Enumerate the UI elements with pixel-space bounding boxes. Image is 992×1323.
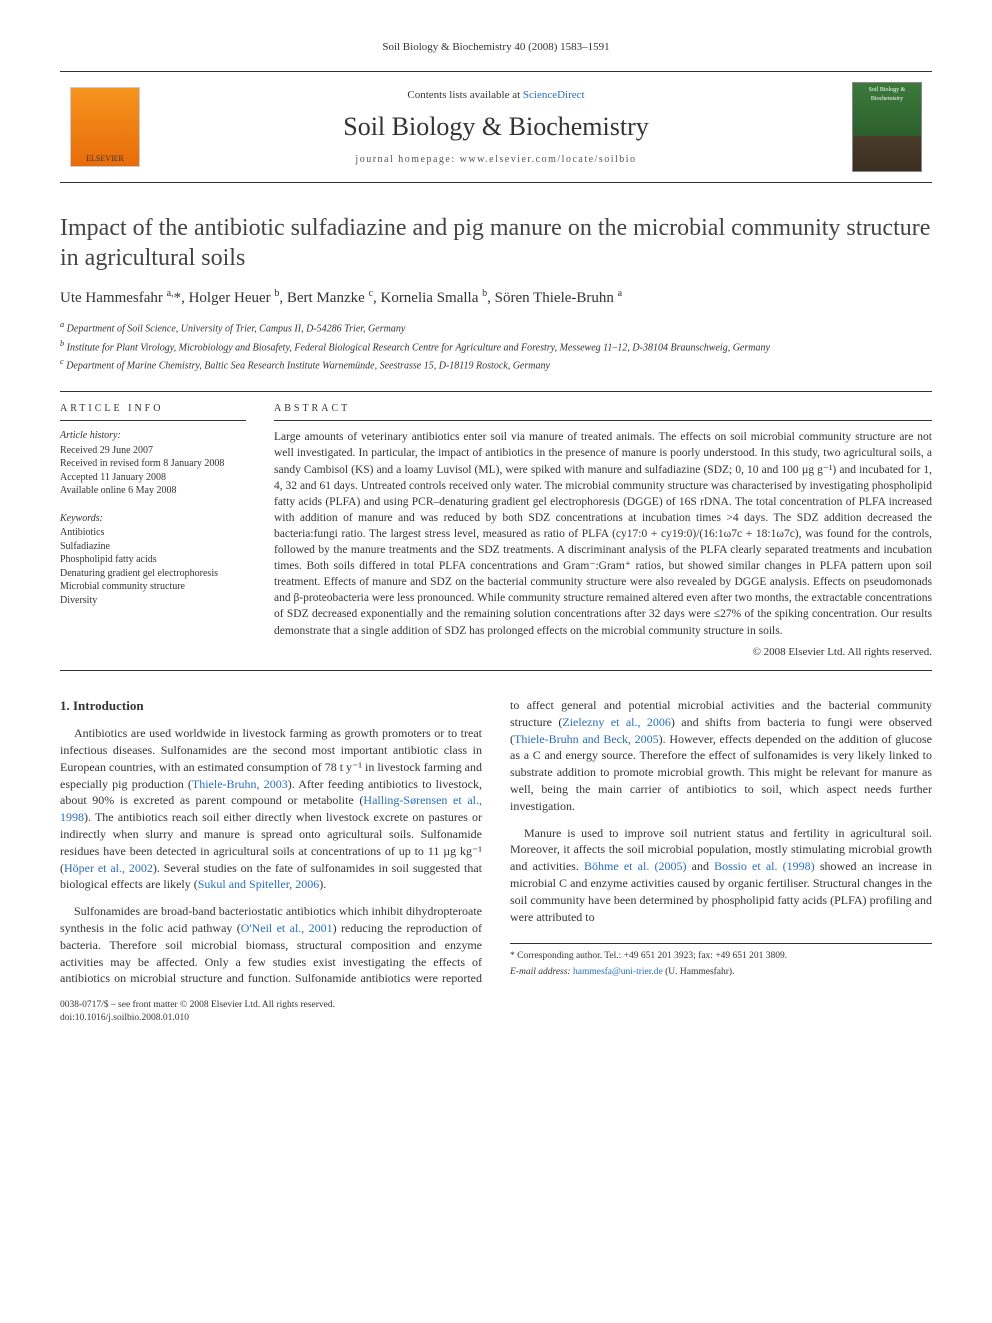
- keywords-block: Keywords: AntibioticsSulfadiazinePhospho…: [60, 512, 246, 608]
- affiliations: a Department of Soil Science, University…: [60, 319, 932, 373]
- affiliation-line: b Institute for Plant Virology, Microbio…: [60, 338, 932, 355]
- affiliation-line: c Department of Marine Chemistry, Baltic…: [60, 356, 932, 373]
- body-columns: 1. Introduction Antibiotics are used wor…: [60, 697, 932, 987]
- journal-banner: ELSEVIER Contents lists available at Sci…: [60, 71, 932, 183]
- elsevier-logo: ELSEVIER: [70, 87, 140, 167]
- abstract-label: ABSTRACT: [274, 402, 932, 421]
- corresponding-author: * Corresponding author. Tel.: +49 651 20…: [510, 950, 932, 963]
- article-info-label: ARTICLE INFO: [60, 402, 246, 421]
- info-abstract-row: ARTICLE INFO Article history: Received 2…: [60, 391, 932, 671]
- email-label: E-mail address:: [510, 967, 573, 977]
- affiliation-line: a Department of Soil Science, University…: [60, 319, 932, 336]
- publisher-label: ELSEVIER: [86, 153, 124, 164]
- publisher-logo-wrap: ELSEVIER: [60, 87, 150, 167]
- abstract-text: Large amounts of veterinary antibiotics …: [274, 429, 932, 638]
- article-info-column: ARTICLE INFO Article history: Received 2…: [60, 392, 260, 670]
- keyword-line: Diversity: [60, 594, 246, 608]
- sciencedirect-link[interactable]: ScienceDirect: [523, 89, 585, 101]
- corresponding-email-line: E-mail address: hammesfa@uni-trier.de (U…: [510, 966, 932, 979]
- contents-line: Contents lists available at ScienceDirec…: [150, 88, 842, 103]
- body-paragraph: Manure is used to improve soil nutrient …: [510, 825, 932, 926]
- cover-label: Soil Biology & Biochemistry: [853, 86, 921, 103]
- keyword-line: Microbial community structure: [60, 580, 246, 594]
- keywords-heading: Keywords:: [60, 512, 246, 526]
- body-paragraph: Antibiotics are used worldwide in livest…: [60, 725, 482, 893]
- issn-line: 0038-0717/$ – see front matter © 2008 El…: [60, 999, 932, 1012]
- journal-title: Soil Biology & Biochemistry: [150, 109, 842, 145]
- keyword-line: Denaturing gradient gel electrophoresis: [60, 567, 246, 581]
- banner-center: Contents lists available at ScienceDirec…: [150, 88, 842, 168]
- email-link[interactable]: hammesfa@uni-trier.de: [573, 967, 663, 977]
- section-heading-introduction: 1. Introduction: [60, 697, 482, 715]
- journal-cover-thumb: Soil Biology & Biochemistry: [852, 82, 922, 172]
- keyword-line: Phospholipid fatty acids: [60, 553, 246, 567]
- issn-doi-block: 0038-0717/$ – see front matter © 2008 El…: [60, 999, 932, 1026]
- history-heading: Article history:: [60, 429, 246, 443]
- corresponding-footer: * Corresponding author. Tel.: +49 651 20…: [510, 943, 932, 979]
- cover-thumb-wrap: Soil Biology & Biochemistry: [842, 82, 932, 172]
- history-line: Available online 6 May 2008: [60, 484, 246, 498]
- history-line: Received 29 June 2007: [60, 444, 246, 458]
- article-title: Impact of the antibiotic sulfadiazine an…: [60, 213, 932, 273]
- running-header: Soil Biology & Biochemistry 40 (2008) 15…: [60, 40, 932, 55]
- history-line: Accepted 11 January 2008: [60, 471, 246, 485]
- keyword-line: Antibiotics: [60, 526, 246, 540]
- contents-prefix: Contents lists available at: [407, 89, 522, 101]
- history-line: Received in revised form 8 January 2008: [60, 457, 246, 471]
- doi-line: doi:10.1016/j.soilbio.2008.01.010: [60, 1012, 932, 1025]
- email-suffix: (U. Hammesfahr).: [663, 967, 735, 977]
- keyword-line: Sulfadiazine: [60, 540, 246, 554]
- abstract-column: ABSTRACT Large amounts of veterinary ant…: [260, 392, 932, 670]
- homepage-line: journal homepage: www.elsevier.com/locat…: [150, 153, 842, 167]
- article-history: Article history: Received 29 June 2007Re…: [60, 429, 246, 498]
- homepage-prefix: journal homepage:: [355, 154, 459, 165]
- authors-line: Ute Hammesfahr a,*, Holger Heuer b, Bert…: [60, 287, 932, 309]
- homepage-url: www.elsevier.com/locate/soilbio: [460, 154, 637, 165]
- abstract-copyright: © 2008 Elsevier Ltd. All rights reserved…: [274, 645, 932, 660]
